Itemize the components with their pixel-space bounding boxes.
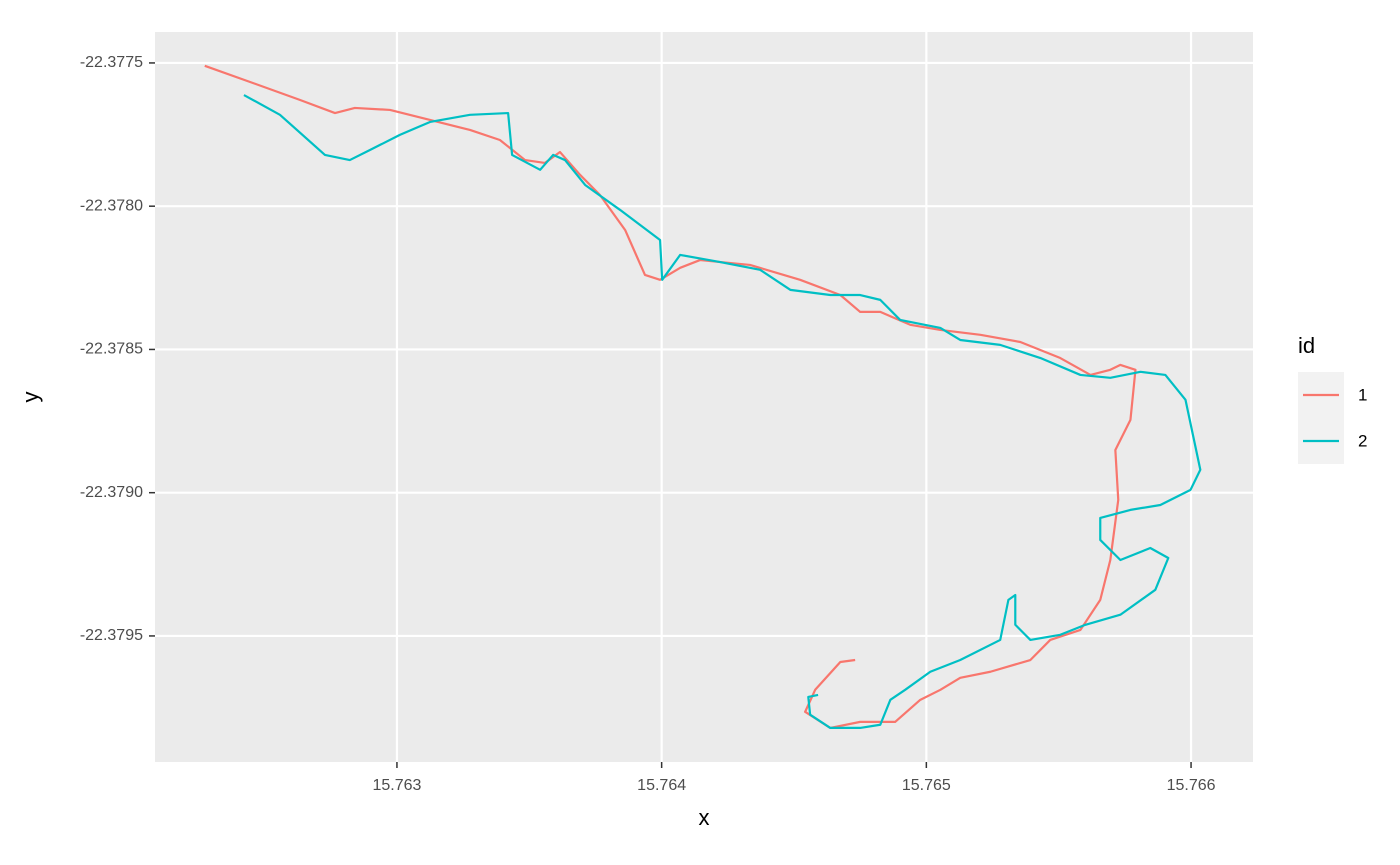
grid [155,32,1253,762]
axes: 15.763 15.764 15.765 15.766 -22.3775 -22.3780… [80,54,1216,794]
x-tick-label: 15.763 [372,777,421,794]
legend: id 1 2 [1298,333,1367,464]
track-line [243,94,1202,730]
y-tick-label: -22.3780 [80,197,143,214]
y-tick-label: -22.3795 [80,627,143,644]
y-axis-title: y [18,392,43,403]
legend-title: id [1298,333,1315,358]
marks [204,64,1202,730]
legend-label: 1 [1358,385,1367,404]
y-tick-label: -22.3775 [80,54,143,71]
x-tick-label: 15.765 [902,777,951,794]
x-axis-title: x [699,805,710,830]
x-tick-label: 15.764 [637,777,686,794]
panel-background [155,32,1253,762]
x-tick-label: 15.766 [1167,777,1216,794]
legend-label: 2 [1358,431,1367,450]
y-tick-label: -22.3790 [80,484,143,501]
y-tick-label: -22.3785 [80,341,143,358]
